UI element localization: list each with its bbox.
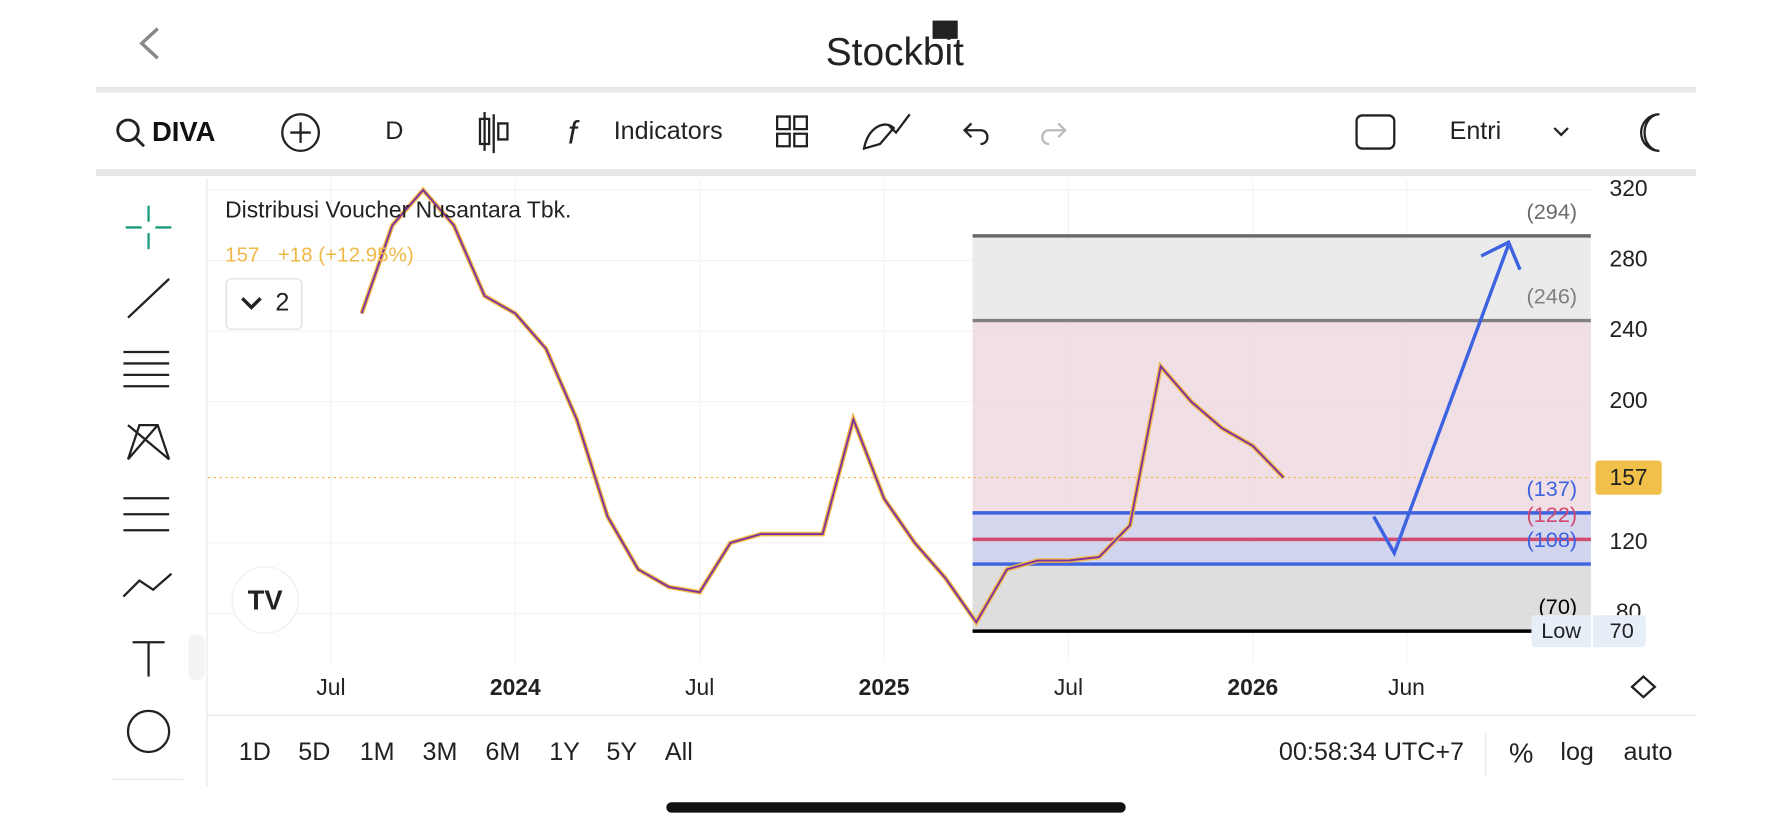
text-tool[interactable] <box>132 641 165 677</box>
clock: 00:58:34 UTC+7 <box>1279 738 1464 766</box>
fib-level-label: (122) <box>1526 502 1577 527</box>
undo-button[interactable] <box>962 122 989 146</box>
indicators-button[interactable]: Indicators <box>614 117 723 145</box>
drawing-toolbar <box>122 205 173 754</box>
percent-toggle[interactable]: % <box>1509 738 1533 769</box>
home-indicator <box>666 802 1126 813</box>
chart-type-icon[interactable] <box>478 112 509 154</box>
settings-icon[interactable] <box>1630 675 1657 699</box>
fib-band <box>972 512 1591 540</box>
range-button[interactable]: 5Y <box>606 738 637 766</box>
indicator-toggle[interactable] <box>225 278 303 330</box>
range-button[interactable]: 1D <box>239 738 271 766</box>
tradingview-logo[interactable] <box>231 566 299 634</box>
last-price-label: 157 <box>1610 464 1648 490</box>
x-tick-label: 2024 <box>490 674 541 700</box>
log-toggle[interactable]: log <box>1560 738 1594 766</box>
legend-price: 157 <box>225 243 259 266</box>
checkbox[interactable] <box>1355 114 1396 150</box>
legend-name: Distribusi Voucher Nusantara Tbk. <box>225 196 571 222</box>
x-tick-label: Jul <box>685 674 714 700</box>
y-tick-label: 120 <box>1610 528 1648 554</box>
x-tick-label: Jun <box>1388 674 1425 700</box>
range-button[interactable]: 5D <box>298 738 330 766</box>
back-button[interactable] <box>139 27 159 60</box>
legend-change: +18 (+12.95%) <box>278 243 414 266</box>
tradingview-logo: TV <box>248 585 284 616</box>
y-tick-label: 200 <box>1610 387 1648 413</box>
add-icon <box>290 122 311 143</box>
drawn-arrow <box>1372 239 1522 558</box>
low-name: Low <box>1541 618 1581 643</box>
range-bar: 1D 5D 1M 3M 6M 1Y 5Y All <box>239 738 693 766</box>
layout-icon[interactable] <box>776 115 808 148</box>
fib-level-label: (108) <box>1526 527 1577 552</box>
range-button[interactable]: 1Y <box>549 738 580 766</box>
divider <box>96 169 1696 176</box>
arrow-tool[interactable] <box>122 572 173 598</box>
fib-band <box>972 235 1591 321</box>
fib-band <box>972 564 1591 632</box>
redo-button[interactable] <box>1041 122 1067 146</box>
range-button[interactable]: 1M <box>360 738 395 766</box>
indicator-count: 2 <box>275 289 289 317</box>
dropdown-icon[interactable] <box>1553 127 1569 137</box>
order-type[interactable]: Entri <box>1450 117 1502 145</box>
last-price-tag <box>1595 460 1662 495</box>
y-tick-label: 280 <box>1610 246 1648 272</box>
draw-icon[interactable] <box>862 113 911 151</box>
fib-level-label: (294) <box>1526 199 1577 224</box>
range-button[interactable]: 3M <box>423 738 458 766</box>
symbol[interactable]: DIVA <box>152 116 216 147</box>
toggle-icon <box>241 297 262 310</box>
add-button[interactable] <box>281 113 320 152</box>
theme-toggle[interactable] <box>1640 113 1660 152</box>
y-tick-label: 320 <box>1610 175 1648 201</box>
pattern-tool[interactable] <box>126 424 171 461</box>
y-tick-label: 240 <box>1610 316 1648 342</box>
x-tick-label: Jul <box>316 674 345 700</box>
x-tick-label: 2026 <box>1227 674 1278 700</box>
low-tag <box>1531 615 1646 648</box>
auto-toggle[interactable]: auto <box>1624 738 1673 766</box>
trendline-tool[interactable] <box>127 278 170 319</box>
fx-icon: f <box>568 114 580 150</box>
range-button[interactable]: 6M <box>485 738 520 766</box>
collapse-handle[interactable] <box>188 634 205 680</box>
low-label: 70 <box>1610 618 1634 643</box>
search-icon[interactable] <box>116 118 140 142</box>
emoji-tool[interactable] <box>126 709 171 754</box>
fib-level-label: (246) <box>1526 283 1577 308</box>
interval[interactable]: D <box>385 117 403 145</box>
fib-band <box>972 320 1591 513</box>
fib-level-label: (137) <box>1526 476 1577 501</box>
x-tick-label: 2025 <box>859 674 910 700</box>
price-line <box>360 188 1285 624</box>
range-button[interactable]: All <box>665 738 693 766</box>
search-icon <box>134 137 146 148</box>
prediction-tool[interactable] <box>123 497 170 532</box>
divider <box>96 86 1696 93</box>
fib-tool[interactable] <box>123 350 170 388</box>
x-tick-label: Jul <box>1054 674 1083 700</box>
crosshair-tool[interactable] <box>125 205 172 250</box>
fib-level-label: (70) <box>1539 594 1578 619</box>
logo-icon <box>932 20 958 39</box>
